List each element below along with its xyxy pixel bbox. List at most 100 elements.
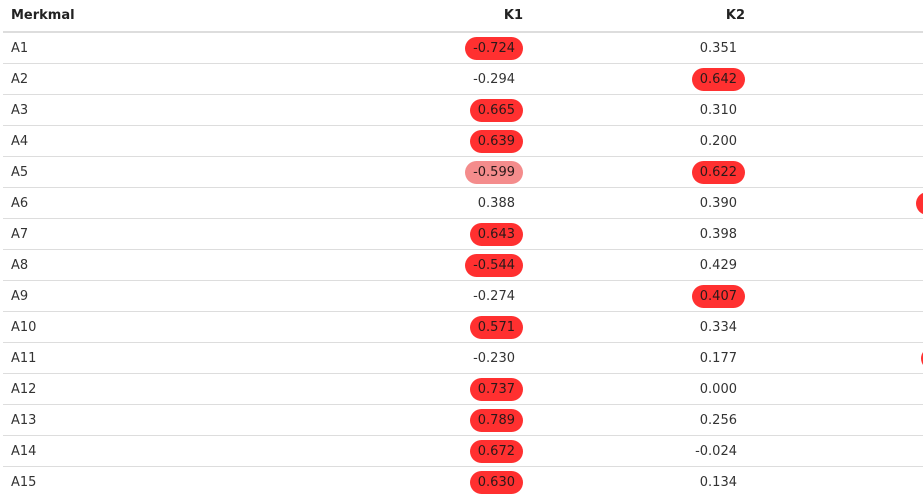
cell-k1: 0.643 xyxy=(179,218,531,250)
cell-value: -0.274 xyxy=(473,288,515,304)
cell-k1: 0.665 xyxy=(179,94,531,126)
row-label: A13 xyxy=(3,404,179,436)
cell-value: 0.398 xyxy=(699,226,737,242)
cell-k1: 0.639 xyxy=(179,125,531,157)
cell-value: 0.177 xyxy=(699,350,737,366)
cell-k3: -0.323 xyxy=(753,311,923,343)
highlighted-cell-value: 0.789 xyxy=(469,408,523,432)
highlighted-cell-value: 0.571 xyxy=(469,315,523,339)
cell-k3: -0.003 xyxy=(753,218,923,250)
cell-value: -0.311 xyxy=(916,99,923,122)
highlighted-cell-value: 0.737 xyxy=(469,377,523,401)
cell-value: -0.003 xyxy=(916,223,923,246)
cell-k3: -0.530 xyxy=(753,187,923,219)
table-row: A10 0.571 0.334 -0.323 xyxy=(3,311,923,343)
cell-value: 0.200 xyxy=(699,133,737,149)
loadings-table: Merkmal K1 K2 K3 A1 -0.724 0.351 0.036 A2 -0.… xyxy=(3,0,923,497)
cell-k1: 0.571 xyxy=(179,311,531,343)
highlighted-cell-value: 0.665 xyxy=(469,98,523,122)
cell-k3: 0.412 xyxy=(753,342,923,374)
cell-k2: 0.256 xyxy=(531,404,753,436)
highlighted-cell-value: 0.643 xyxy=(469,222,523,246)
cell-k2: 0.429 xyxy=(531,249,753,281)
cell-k1: -0.294 xyxy=(179,63,531,95)
cell-value: 0.429 xyxy=(699,257,737,273)
cell-k2: 0.622 xyxy=(531,156,753,188)
table-row: A7 0.643 0.398 -0.003 xyxy=(3,218,923,250)
cell-value: -0.010 xyxy=(916,68,923,91)
cell-k2: 0.642 xyxy=(531,63,753,95)
cell-k2: 0.334 xyxy=(531,311,753,343)
cell-value: 0.256 xyxy=(699,412,737,428)
row-label: A10 xyxy=(3,311,179,343)
row-label: A3 xyxy=(3,94,179,126)
table-row: A6 0.388 0.390 -0.530 xyxy=(3,187,923,219)
cell-value: -0.323 xyxy=(916,316,923,339)
highlighted-cell-value: -0.530 xyxy=(916,191,923,215)
table-row: A12 0.737 0.000 0.389 xyxy=(3,373,923,405)
cell-k3: -0.010 xyxy=(753,63,923,95)
cell-k1: -0.274 xyxy=(179,280,531,312)
highlighted-cell-value: -0.544 xyxy=(465,253,523,277)
cell-k2: 0.177 xyxy=(531,342,753,374)
row-label: A4 xyxy=(3,125,179,157)
cell-k1: 0.737 xyxy=(179,373,531,405)
cell-k3: 0.001 xyxy=(753,156,923,188)
cell-k2: -0.024 xyxy=(531,435,753,467)
table-row: A9 -0.274 0.407 0.266 xyxy=(3,280,923,312)
cell-value: 0.000 xyxy=(699,381,737,397)
row-label: A8 xyxy=(3,249,179,281)
table-row: A11 -0.230 0.177 0.412 xyxy=(3,342,923,374)
table-row: A14 0.672 -0.024 0.520 xyxy=(3,435,923,467)
cell-value: 0.134 xyxy=(699,474,737,490)
table-row: A2 -0.294 0.642 -0.010 xyxy=(3,63,923,95)
highlighted-cell-value: 0.407 xyxy=(691,284,745,308)
row-label: A5 xyxy=(3,156,179,188)
cell-k2: 0.200 xyxy=(531,125,753,157)
table-row: A4 0.639 0.200 0.053 xyxy=(3,125,923,157)
cell-k2: 0.407 xyxy=(531,280,753,312)
header-k1[interactable]: K1 xyxy=(179,0,531,33)
header-k3[interactable]: K3 xyxy=(753,0,923,33)
cell-k1: 0.789 xyxy=(179,404,531,436)
header-k2[interactable]: K2 xyxy=(531,0,753,33)
highlighted-cell-value: -0.599 xyxy=(465,160,523,184)
cell-k3: -0.311 xyxy=(753,94,923,126)
cell-value: 0.310 xyxy=(699,102,737,118)
table-row: A8 -0.544 0.429 0.349 xyxy=(3,249,923,281)
cell-k2: 0.134 xyxy=(531,467,753,498)
header-row: Merkmal K1 K2 K3 xyxy=(3,0,923,33)
highlighted-cell-value: 0.412 xyxy=(920,346,923,370)
highlighted-cell-value: 0.630 xyxy=(469,470,523,494)
highlighted-cell-value: 0.622 xyxy=(691,160,745,184)
cell-value: -0.024 xyxy=(695,443,737,459)
row-label: A15 xyxy=(11,474,37,490)
highlighted-cell-value: 0.639 xyxy=(469,129,523,153)
row-label: A1 xyxy=(3,32,179,64)
row-label: A14 xyxy=(3,435,179,467)
cell-k1: -0.230 xyxy=(179,342,531,374)
cell-k3: 0.036 xyxy=(753,32,923,64)
cell-k1: -0.724 xyxy=(179,32,531,64)
header-merkmal[interactable]: Merkmal xyxy=(3,0,179,33)
cell-k1: -0.544 xyxy=(179,249,531,281)
cell-k2: 0.390 xyxy=(531,187,753,219)
cell-value: 0.351 xyxy=(699,40,737,56)
cell-k3: 0.366 xyxy=(753,467,923,498)
table-row: A3 0.665 0.310 -0.311 xyxy=(3,94,923,126)
row-label: A11 xyxy=(3,342,179,374)
cell-value: -0.294 xyxy=(473,71,515,87)
cell-k3: 0.349 xyxy=(753,249,923,281)
cell-k3: 0.389 xyxy=(753,373,923,405)
row-label: A12 xyxy=(3,373,179,405)
cell-value: -0.230 xyxy=(473,350,515,366)
cell-k2: 0.351 xyxy=(531,32,753,64)
table-row: A15 0.630 0.134 0.366 xyxy=(3,467,923,498)
cell-k3: 0.266 xyxy=(753,280,923,312)
cell-value: 0.334 xyxy=(699,319,737,335)
highlighted-cell-value: 0.672 xyxy=(469,439,523,463)
row-label: A7 xyxy=(3,218,179,250)
table-row: A1 -0.724 0.351 0.036 xyxy=(3,32,923,64)
table-row: A5 -0.599 0.622 0.001 xyxy=(3,156,923,188)
row-label: A9 xyxy=(3,280,179,312)
